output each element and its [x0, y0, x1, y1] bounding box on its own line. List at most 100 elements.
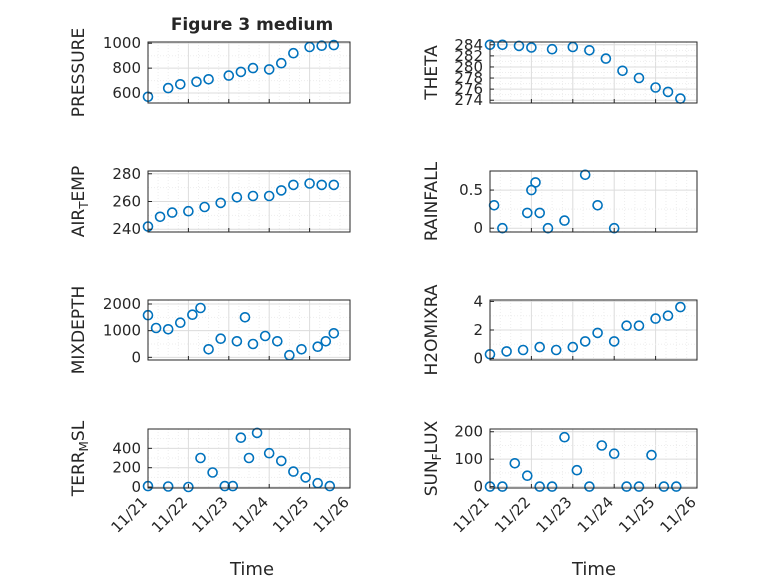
data-point	[571, 464, 583, 476]
data-point	[513, 40, 525, 52]
y-tick-label: 600	[112, 84, 141, 102]
y-tick-label: 0	[131, 348, 141, 366]
data-point	[150, 322, 162, 334]
y-tick-label: 400	[112, 439, 141, 457]
data-point	[235, 66, 247, 78]
y-tick-label: 0	[473, 350, 483, 368]
data-point	[328, 179, 340, 191]
y-tick-label: 282	[454, 47, 483, 65]
data-point	[592, 200, 603, 211]
data-point	[521, 470, 533, 482]
data-point	[534, 341, 546, 353]
y-tick-label: 276	[454, 80, 483, 98]
data-point	[231, 335, 243, 347]
data-point	[579, 169, 591, 181]
y-tick-label: 278	[454, 69, 483, 87]
axes-box	[147, 41, 351, 104]
data-point	[243, 452, 255, 464]
data-point	[608, 336, 620, 347]
data-point	[658, 481, 670, 492]
data-point	[288, 466, 299, 477]
data-point	[550, 344, 562, 356]
data-point	[650, 313, 661, 324]
data-point	[497, 39, 508, 51]
data-point	[584, 44, 595, 56]
y-tick-label: 240	[112, 220, 141, 238]
data-point	[195, 452, 206, 464]
y-tick-label: 200	[112, 459, 141, 477]
y-tick-label: 1000	[103, 322, 141, 340]
data-point	[162, 481, 174, 492]
y-tick-label: 284	[454, 36, 483, 54]
y-axis-title: MIXDEPTH	[69, 286, 89, 375]
y-tick-label: 2	[473, 321, 483, 339]
y-axis-title: THETA	[422, 45, 442, 101]
data-point	[247, 62, 259, 74]
axes-box	[489, 170, 698, 233]
data-point	[662, 86, 674, 98]
data-point	[579, 336, 591, 347]
data-point	[300, 472, 311, 483]
data-point	[324, 480, 336, 492]
data-point	[175, 79, 186, 90]
data-point	[187, 309, 198, 321]
data-point	[247, 190, 259, 202]
y-axis-title: TERRMSL	[69, 420, 91, 497]
y-tick-label: 280	[454, 58, 483, 76]
data-point	[633, 72, 645, 84]
x-axis-title-left: Time	[229, 559, 274, 580]
data-point	[199, 201, 210, 213]
subplot-air-temp: 240 260 280 AIRTEMP	[69, 165, 351, 238]
data-point	[312, 341, 324, 353]
data-point	[526, 42, 537, 53]
data-point	[497, 222, 508, 234]
plot-area	[490, 429, 697, 488]
data-point	[247, 338, 259, 350]
data-point	[670, 481, 682, 492]
axes-box	[489, 41, 698, 104]
data-point	[592, 327, 603, 339]
data-point	[296, 343, 307, 355]
data-point	[183, 481, 194, 493]
data-point	[650, 82, 661, 93]
subplot-pressure: 600 800 1000 PRESSURE	[69, 28, 351, 117]
data-point	[191, 76, 202, 88]
data-point	[542, 222, 554, 234]
data-point	[608, 222, 620, 234]
data-point	[546, 481, 558, 492]
data-point	[596, 440, 608, 451]
data-point	[223, 70, 235, 81]
data-point	[263, 190, 275, 202]
data-point	[259, 330, 271, 342]
data-point	[497, 481, 508, 492]
y-tick-label: 800	[112, 59, 141, 77]
data-point	[534, 481, 546, 492]
data-point	[215, 333, 226, 345]
data-point	[235, 432, 247, 444]
y-tick-label: 0	[131, 478, 141, 496]
data-point	[231, 192, 243, 203]
data-point	[203, 74, 214, 85]
y-tick-label: 1000	[103, 34, 141, 52]
y-tick-label: 100	[454, 450, 483, 468]
y-tick-label: 260	[112, 193, 141, 211]
data-point	[517, 344, 529, 356]
data-point	[251, 427, 263, 439]
axes-box	[489, 428, 698, 489]
data-point	[534, 207, 546, 219]
data-point	[275, 455, 287, 467]
data-point	[154, 211, 166, 223]
data-point	[621, 320, 632, 332]
data-point	[183, 205, 194, 217]
data-point	[328, 327, 340, 339]
data-point	[275, 185, 287, 196]
data-point	[530, 177, 541, 188]
data-point	[275, 57, 287, 69]
axes-box	[147, 428, 351, 489]
data-point	[675, 301, 686, 313]
data-point	[617, 65, 628, 77]
data-point	[662, 310, 674, 322]
data-point	[546, 43, 558, 55]
y-axis-title: PRESSURE	[69, 28, 89, 117]
